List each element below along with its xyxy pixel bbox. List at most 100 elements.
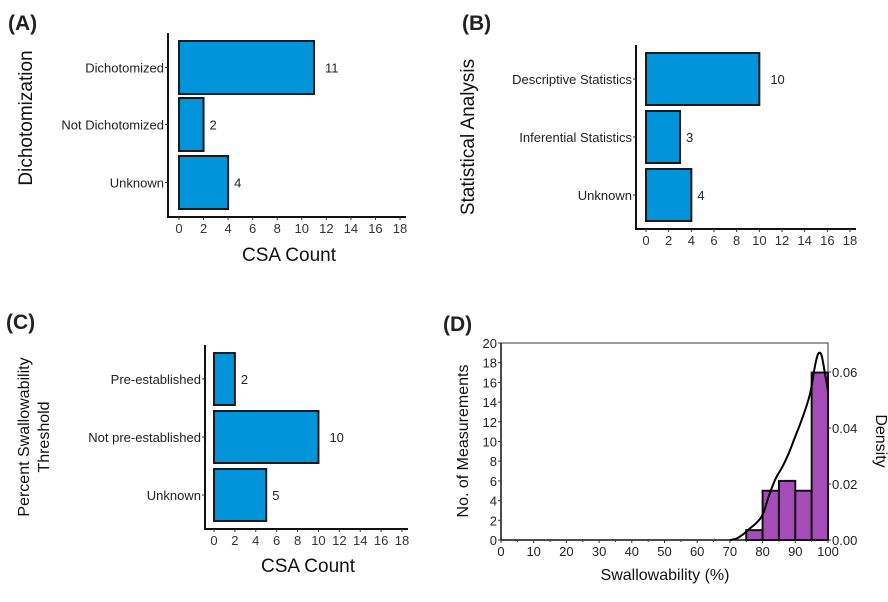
y-axis-title-d: No. of Measurements	[455, 365, 472, 518]
y-axis-title-a: Dichotomization	[16, 50, 37, 185]
x-tick-label: 10	[311, 533, 325, 548]
histogram-bar-85-90	[777, 479, 797, 541]
y-tick-label: 10	[483, 435, 497, 450]
bar-unknown	[645, 168, 693, 222]
x-tick-label: 12	[319, 221, 333, 236]
panel-label-d: (D)	[443, 313, 472, 336]
x-tick-label: 18	[843, 233, 857, 248]
category-label-unknown: Unknown	[578, 188, 632, 203]
y-tick-label: 14	[483, 395, 497, 410]
x-tick-label: 40	[625, 544, 639, 559]
data-label-inferential-statistics: 3	[686, 130, 693, 145]
x-tick-label: 0	[210, 533, 217, 548]
x-tick-label: 16	[368, 221, 382, 236]
bar-unknown	[213, 468, 268, 522]
x-tick-label: 14	[797, 233, 811, 248]
bar-not-dichotomized	[178, 97, 205, 152]
y-axis-title-b: Statistical Analysis	[458, 59, 479, 215]
bar-not-pre-established	[213, 410, 320, 464]
histogram-bar-90-95	[794, 489, 813, 541]
x-axis-title-c: CSA Count	[261, 556, 356, 577]
y2-tick-label: 0.00	[832, 533, 857, 548]
y2-tick-label: 0.02	[832, 477, 857, 492]
y2-tick-label: 0.04	[832, 421, 857, 436]
bar-descriptive-statistics	[645, 52, 761, 106]
y2-axis-title-d: Density	[872, 414, 888, 467]
x-tick-label: 14	[344, 221, 358, 236]
bar-dichotomized	[178, 40, 316, 95]
x-tick-label: 18	[393, 221, 407, 236]
x-tick-label: 10	[752, 233, 766, 248]
category-label-descriptive-statistics: Descriptive Statistics	[512, 72, 632, 87]
x-tick-label: 6	[273, 533, 280, 548]
x-tick-label: 30	[592, 544, 606, 559]
x-tick-label: 12	[775, 233, 789, 248]
panel-label-b: (B)	[462, 12, 491, 35]
x-tick-label: 10	[526, 544, 540, 559]
bar-inferential-statistics	[645, 110, 681, 164]
x-tick-label: 4	[224, 221, 231, 236]
x-tick-label: 12	[332, 533, 346, 548]
histogram-bar-95-100	[810, 371, 830, 541]
y-tick-label: 16	[483, 375, 497, 390]
x-tick-label: 6	[249, 221, 256, 236]
y-tick-label: 12	[483, 415, 497, 430]
x-tick-label: 10	[295, 221, 309, 236]
bars-a: 0 2 4 6 8 10 12 14 16 18 Dichotomized 11 Not Dichoto…	[61, 33, 407, 236]
x-tick-label: 2	[665, 233, 672, 248]
y2-tick-label: 0.06	[832, 365, 857, 380]
category-label-inferential-statistics: Inferential Statistics	[519, 130, 632, 145]
x-tick-label: 90	[788, 544, 802, 559]
x-tick-label: 4	[688, 233, 695, 248]
histogram-bar-80-85	[761, 489, 780, 541]
x-tick-label: 80	[755, 544, 769, 559]
bar-pre-established	[213, 352, 236, 406]
category-label-not-pre-established: Not pre-established	[88, 430, 201, 445]
x-tick-label: 8	[733, 233, 740, 248]
data-label-not-dichotomized: 2	[210, 118, 217, 133]
x-tick-label: 6	[710, 233, 717, 248]
panel-b: (B) Statistical Analysis 0 2 4 6 8 10 12 14 16 18…	[458, 12, 857, 248]
data-label-dichotomized: 11	[325, 61, 339, 76]
data-label-unknown: 5	[272, 488, 279, 503]
x-tick-label: 14	[353, 533, 367, 548]
panel-a: (A) Dichotomization CSA Count 0 2 4 6 8 10 12 1…	[8, 12, 407, 266]
category-label-unknown: Unknown	[110, 176, 164, 191]
x-axis-title-a: CSA Count	[242, 245, 337, 266]
panel-label-c: (C)	[6, 311, 35, 334]
x-tick-label: 8	[274, 221, 281, 236]
panel-label-a: (A)	[8, 12, 37, 35]
x-axis-title-d: Swallowability (%)	[601, 567, 730, 584]
histogram-bar-75-80	[745, 529, 764, 542]
x-tick-label: 4	[252, 533, 259, 548]
panel-c: (C) Percent Swallowability Threshold CSA…	[6, 311, 409, 577]
panel-d: (D) No. of Measurements Density Swallowa…	[443, 313, 888, 584]
y-tick-label: 0	[490, 533, 497, 548]
y-tick-label: 6	[490, 474, 497, 489]
category-label-dichotomized: Dichotomized	[85, 61, 164, 76]
x-tick-label: 20	[559, 544, 573, 559]
data-label-pre-established: 2	[241, 372, 248, 387]
histogram-d: 0 10 20 30 40 50 60 70 80 90 100 0 2 4 6 8 10 12 14 16 18 20 0…	[483, 336, 858, 559]
x-tick-label: 0	[175, 221, 182, 236]
x-tick-label: 0	[497, 544, 504, 559]
category-label-unknown: Unknown	[147, 488, 201, 503]
data-label-descriptive-statistics: 10	[770, 72, 784, 87]
y-tick-label: 20	[483, 336, 497, 351]
x-tick-label: 100	[817, 544, 839, 559]
y-tick-label: 4	[490, 494, 497, 509]
data-label-unknown: 4	[234, 176, 241, 191]
x-tick-label: 0	[642, 233, 649, 248]
y-axis-title-c-line2: Threshold	[36, 401, 53, 472]
y-tick-label: 2	[490, 513, 497, 528]
x-tick-label: 2	[231, 533, 238, 548]
y-tick-label: 18	[483, 356, 497, 371]
data-label-not-pre-established: 10	[329, 430, 343, 445]
category-label-pre-established: Pre-established	[111, 372, 201, 387]
data-label-unknown: 4	[697, 188, 704, 203]
density-curve	[729, 351, 829, 541]
x-tick-label: 60	[690, 544, 704, 559]
